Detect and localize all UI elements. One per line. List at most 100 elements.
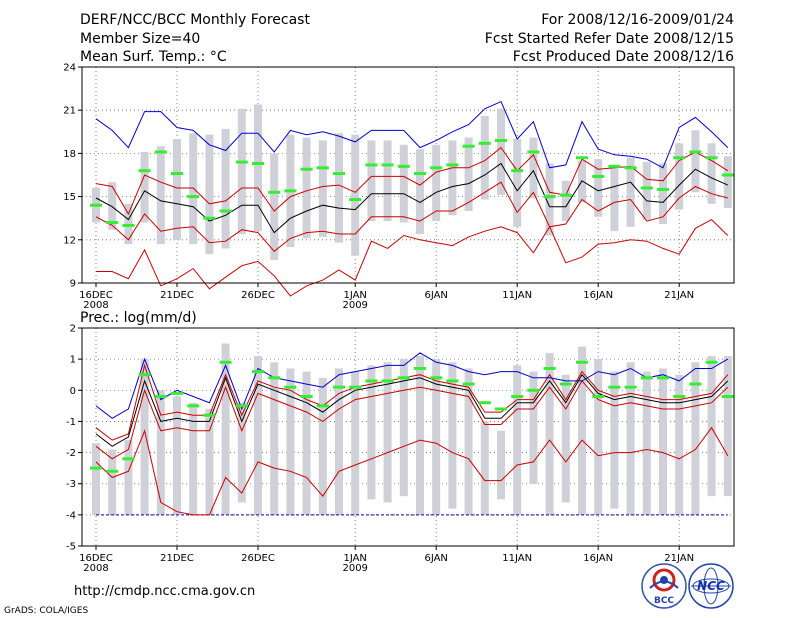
prec-spread-bar (399, 359, 408, 497)
temp-spread-bar (302, 137, 311, 239)
temp-obs-marker (284, 189, 297, 193)
temp-obs-marker (543, 195, 556, 199)
temp-xtick-year: 2008 (83, 300, 108, 311)
prec-spread-bar (480, 421, 489, 515)
temp-spread-bar (707, 143, 716, 204)
temp-obs-marker (495, 138, 507, 142)
prec-ytick-label: -4 (66, 510, 76, 521)
prec-spread-bar (675, 374, 684, 515)
prec-spread-bar (578, 346, 586, 515)
prec-spread-bar (335, 368, 343, 515)
prec-spread-bar (723, 356, 732, 497)
prec-obs-marker (316, 404, 329, 408)
prec-obs-marker (543, 366, 556, 370)
temp-obs-marker (689, 150, 702, 154)
temp-obs-marker (122, 223, 135, 227)
temp-spread-bar (626, 157, 635, 227)
prec-obs-marker (300, 395, 313, 399)
prec-spread-bar (124, 440, 133, 515)
temp-spread-bar (610, 164, 619, 232)
temp-min-line (96, 218, 729, 297)
prec-spread-bar (286, 368, 295, 515)
temp-spread-bar (156, 146, 165, 245)
prec-obs-marker (252, 370, 264, 374)
prec-spread-bar (529, 371, 538, 484)
prec-spread-bar (448, 362, 457, 509)
temp-ytick-label: 12 (63, 235, 76, 246)
temp-obs-marker (608, 164, 621, 168)
grads-credit: GrADS: COLA/IGES (4, 606, 88, 616)
temp-spread-bar (318, 140, 327, 237)
prec-spread-bar (513, 365, 522, 515)
prec-xtick-year: 2008 (83, 563, 108, 574)
prec-spread-bar (108, 449, 117, 515)
prec-spread-bar (318, 377, 327, 515)
prec-xtick-label: 6JAN (424, 553, 447, 564)
temp-spread-bar (448, 140, 457, 216)
prec-obs-marker (721, 395, 734, 399)
temp-spread-bar (383, 140, 392, 222)
temp-obs-marker (333, 172, 345, 176)
prec-obs-marker (462, 382, 475, 386)
temp-obs-marker (657, 187, 669, 191)
prec-obs-marker (414, 366, 426, 370)
prec-ytick-label: 0 (70, 386, 76, 397)
temp-xtick-label: 6JAN (424, 290, 447, 301)
prec-obs-marker (333, 385, 345, 389)
prec-spread-bar (140, 359, 149, 515)
prec-obs-marker (122, 457, 135, 461)
prec-obs-marker (608, 385, 621, 389)
prec-obs-marker (446, 379, 459, 383)
prec-ytick-label: -1 (66, 417, 76, 428)
prec-spread-bar (545, 352, 554, 515)
prec-spread-bar (464, 368, 473, 515)
prec-obs-marker (268, 376, 281, 380)
temp-obs-marker (511, 169, 524, 173)
prec-obs-marker (527, 388, 540, 392)
prec-upper-line (95, 363, 729, 441)
prec-spread-bar (383, 362, 392, 503)
temp-obs-marker (414, 172, 426, 176)
temp-spread-bar (480, 115, 489, 200)
prec-ytick-label: -3 (66, 479, 76, 490)
prec-obs-marker (673, 395, 686, 399)
variable-label: Mean Surf. Temp.: °C (80, 49, 227, 65)
prec-spread-bar (173, 396, 181, 515)
temp-mean-line (95, 162, 729, 234)
prec-obs-marker (106, 469, 119, 473)
temp-upper-line (95, 146, 729, 216)
temp-spread-bar (351, 134, 360, 256)
precip-title: Prec.: log(mm/d) (80, 310, 197, 326)
temp-spread-bar (513, 139, 522, 227)
prec-obs-marker (284, 385, 297, 389)
temp-obs-marker (576, 156, 588, 160)
temp-ytick-label: 9 (70, 279, 76, 290)
prec-spread-bar (302, 371, 311, 515)
ncc-logo: NCC (688, 563, 734, 609)
temp-spread-bar (140, 151, 149, 223)
prec-ytick-label: -5 (66, 542, 76, 553)
temp-xtick-year: 2009 (342, 300, 367, 311)
temp-obs-marker (252, 161, 264, 165)
temp-spread-bar (432, 144, 441, 222)
prec-spread-bar (561, 374, 570, 503)
prec-obs-marker (138, 373, 151, 377)
prec-obs-marker (495, 407, 507, 411)
prec-obs-marker (235, 404, 248, 408)
prec-xtick-label: 26DEC (241, 553, 275, 564)
source-url[interactable]: http://cmdp.ncc.cma.gov.cn (74, 584, 255, 599)
temp-spread-bar (594, 159, 603, 217)
temp-obs-marker (154, 150, 167, 154)
prec-xtick-label: 1JAN (343, 553, 366, 564)
temp-spread-bar (723, 156, 732, 209)
prec-spread-bar (691, 362, 700, 515)
prec-obs-marker (203, 413, 216, 417)
temp-spread-bar (254, 104, 262, 232)
temp-spread-bar (173, 139, 181, 240)
temp-obs-marker (219, 209, 232, 213)
prec-spread-bar (237, 402, 246, 503)
prec-ytick-label: 1 (70, 355, 76, 366)
temp-obs-marker (90, 203, 102, 207)
